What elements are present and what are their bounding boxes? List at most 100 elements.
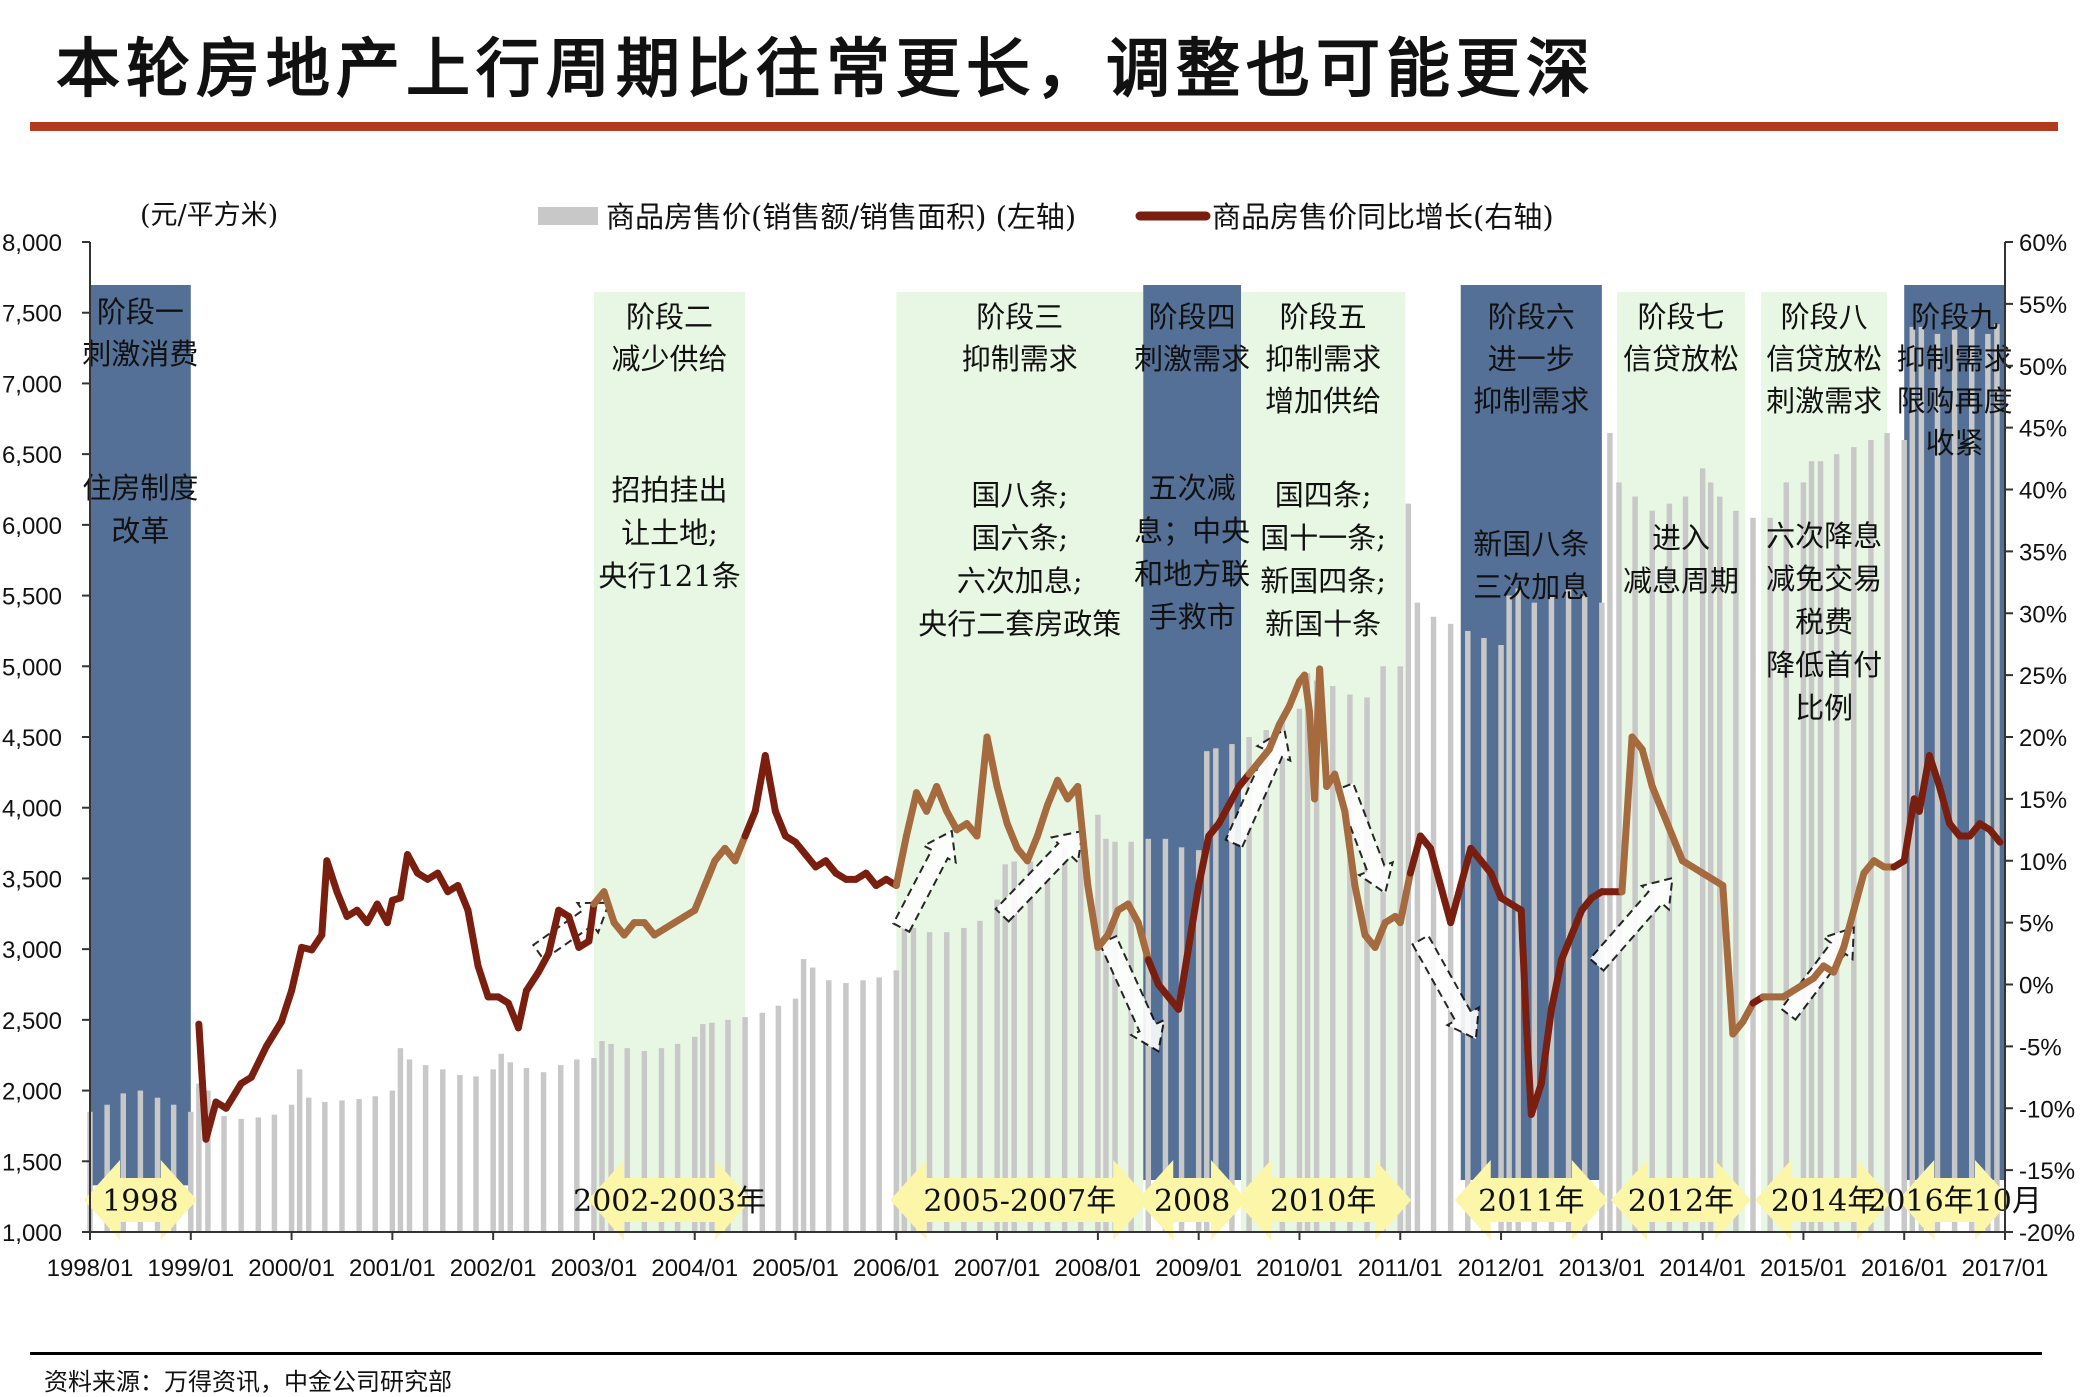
growth-line-segment [535, 950, 553, 976]
price-bar [154, 1097, 161, 1232]
policy-label: 改革 [111, 514, 169, 548]
price-bar [977, 920, 983, 1232]
price-bar [1599, 602, 1605, 1232]
year-arrow [1454, 1160, 1608, 1240]
year-arrow [587, 1160, 752, 1240]
price-bar [1707, 482, 1714, 1232]
price-bar [1808, 461, 1815, 1232]
growth-line-segment [514, 987, 530, 1032]
right-tick-label: 0% [2019, 973, 2054, 1000]
stage-band-2 [593, 292, 746, 1232]
growth-line-segment [943, 807, 961, 834]
stage-band-7 [1616, 292, 1745, 1232]
price-bar [1498, 645, 1504, 1232]
growth-line-segment [318, 857, 331, 939]
stage-label: 阶段三 [976, 300, 1063, 334]
price-bar [221, 1116, 227, 1232]
trend-arrows [531, 727, 1855, 1053]
right-tick-label: -5% [2019, 1034, 2062, 1061]
left-tick-label: 3,000 [2, 937, 62, 964]
policy-label: 六次降息 [1766, 519, 1882, 553]
price-bar [1414, 602, 1421, 1232]
growth-line-segment [278, 987, 296, 1026]
growth-line-segment [691, 882, 709, 914]
stage-label: 增加供给 [1265, 384, 1381, 418]
price-bar [775, 1005, 782, 1232]
growth-line-segment [195, 1020, 210, 1143]
year-label: 2010年 [1270, 1184, 1376, 1219]
policy-label: 降低首付 [1766, 648, 1882, 682]
x-tick-label: 2010/01 [1256, 1255, 1343, 1282]
price-bar [1044, 857, 1051, 1232]
price-bar [1548, 595, 1555, 1232]
policy-label: 新国十条 [1265, 607, 1381, 641]
policy-label: 三次加息 [1473, 570, 1589, 604]
price-bar [1430, 616, 1437, 1232]
stage-label: 刺激需求 [1766, 384, 1882, 418]
growth-line-segment [1195, 832, 1213, 889]
growth-line-segment [741, 807, 759, 840]
price-bar [1833, 454, 1840, 1233]
x-tick-label: 2002/01 [450, 1255, 537, 1282]
left-tick-label: 1,000 [2, 1220, 62, 1247]
growth-line-segment [1618, 733, 1636, 896]
trend-arrow [994, 829, 1084, 923]
price-bar [1380, 666, 1386, 1232]
price-bar [700, 1024, 706, 1232]
x-tick-label: 1998/01 [47, 1255, 134, 1282]
price-bar [709, 1022, 715, 1232]
year-label: 2005-2007年 [923, 1184, 1116, 1219]
left-tick-label: 7,000 [2, 371, 62, 398]
growth-line-segment [771, 807, 789, 840]
year-label: 2014年 [1771, 1184, 1877, 1219]
price-bar [238, 1118, 244, 1232]
stage-label: 信贷放松 [1623, 342, 1739, 376]
left-tick-label: 7,500 [2, 301, 62, 328]
stage-label: 阶段八 [1781, 300, 1868, 334]
growth-line-segment [973, 733, 991, 840]
left-tick-label: 8,000 [2, 230, 62, 257]
x-tick-label: 2014/01 [1659, 1255, 1746, 1282]
growth-line-segment [701, 857, 719, 889]
price-bar [188, 1111, 194, 1232]
price-bar [1002, 864, 1008, 1232]
left-tick-label: 5,500 [2, 584, 62, 611]
growth-line-segment [1316, 665, 1331, 790]
growth-line-segment [1084, 882, 1102, 951]
price-bar [271, 1114, 278, 1232]
growth-line-segment [1406, 832, 1424, 877]
right-tick-label: 60% [2019, 230, 2067, 257]
trend-arrow [1588, 876, 1674, 973]
growth-line-segment [983, 733, 1001, 790]
growth-line-segment [288, 943, 306, 995]
price-bar [137, 1090, 144, 1232]
price-bar [1465, 630, 1471, 1232]
x-tick-label: 2013/01 [1558, 1255, 1645, 1282]
left-tick-label: 1,500 [2, 1149, 62, 1176]
price-bar [1027, 861, 1034, 1232]
price-bar [742, 1017, 748, 1232]
price-bars [87, 324, 2000, 1233]
x-tick-label: 2005/01 [752, 1255, 839, 1282]
price-bar [490, 1069, 496, 1232]
price-bar [1204, 751, 1210, 1232]
growth-line-segment [1033, 801, 1051, 840]
trend-arrow [1411, 934, 1481, 1041]
growth-line-segment [585, 900, 598, 945]
growth-line-segment [993, 783, 1011, 828]
price-bar [1195, 850, 1202, 1232]
price-bar [1229, 744, 1235, 1232]
source-note: 资料来源：万得资讯，中金公司研究部 [44, 1368, 452, 1396]
price-bar [1279, 715, 1286, 1232]
x-tick-label: 2009/01 [1155, 1255, 1242, 1282]
growth-line-segment [1124, 900, 1142, 927]
legend-bar-swatch [538, 207, 598, 225]
x-tick-label: 2003/01 [551, 1255, 638, 1282]
stage-label: 阶段六 [1488, 300, 1575, 334]
stage-band-3 [896, 292, 1144, 1232]
growth-line-segment [323, 857, 341, 896]
price-bar [1364, 697, 1370, 1232]
x-tick-label: 2017/01 [1962, 1255, 2049, 1282]
year-arrows: 1998 2002-2003年 2005-2007年 2008 2010年 2011年 20… [84, 1160, 2042, 1240]
x-tick-label: 2004/01 [651, 1255, 738, 1282]
